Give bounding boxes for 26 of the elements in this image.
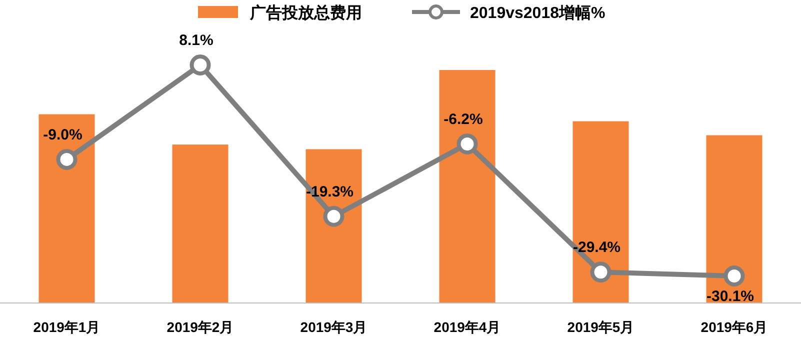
legend-label: 2019vs2018增幅% xyxy=(470,4,606,22)
bar xyxy=(38,114,95,303)
point xyxy=(56,148,78,170)
x-tick-label: 2019年6月 xyxy=(700,319,768,335)
x-tick-label: 2019年5月 xyxy=(567,319,634,335)
x-tick-label: 2019年2月 xyxy=(166,319,234,335)
x-tick-label: 2019年4月 xyxy=(434,319,501,335)
x-tick-label: 2019年1月 xyxy=(33,319,100,335)
bar xyxy=(306,149,362,303)
x-tick-label: 2019年3月 xyxy=(300,319,368,335)
legend-label: 广告投放总费用 xyxy=(249,4,362,22)
bar xyxy=(172,144,228,303)
data-label: -29.4% xyxy=(572,239,621,256)
data-label: -9.0% xyxy=(43,126,82,144)
data-label: -19.3% xyxy=(306,183,354,200)
point xyxy=(456,133,478,154)
point xyxy=(724,266,745,286)
bar xyxy=(439,70,496,303)
data-label: -6.2% xyxy=(444,110,483,128)
data-label: 8.1% xyxy=(179,32,214,49)
point xyxy=(190,54,211,76)
bar xyxy=(706,135,762,303)
point xyxy=(323,206,344,227)
data-label: -30.1% xyxy=(706,288,754,305)
point xyxy=(590,262,612,283)
bar xyxy=(572,121,629,303)
